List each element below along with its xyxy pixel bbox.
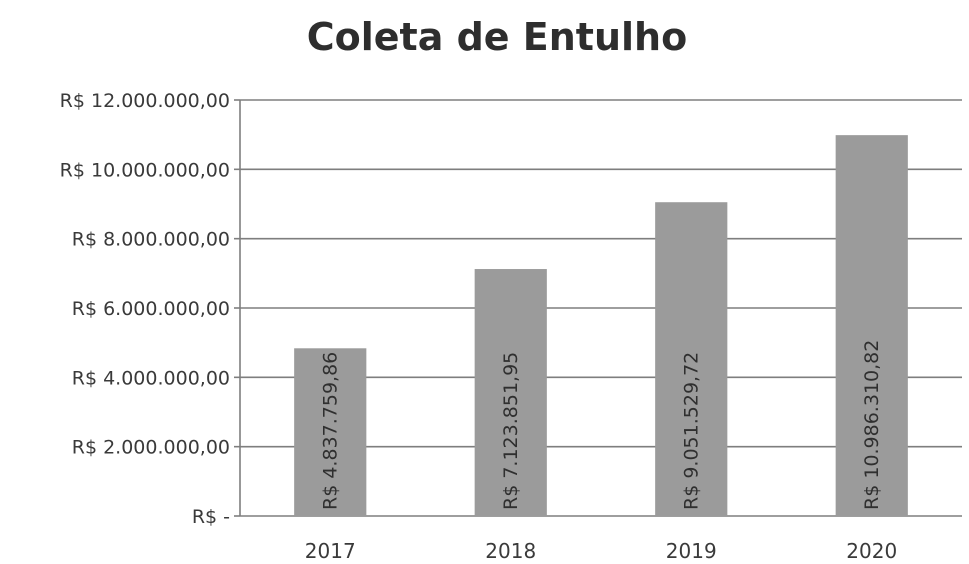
x-tick-label: 2019 [666, 539, 717, 563]
x-tick-label: 2017 [305, 539, 356, 563]
bars [294, 135, 908, 517]
bar-2020 [835, 135, 908, 516]
x-tick-label: 2020 [846, 539, 897, 563]
y-tick-label: R$ 2.000.000,00 [72, 437, 230, 459]
y-tick-label: R$ - [192, 506, 230, 528]
data-labels: R$ 4.837.759,86 R$ 7.123.851,95 R$ 9.051.5… [319, 340, 883, 510]
y-tick-label: R$ 8.000.000,00 [72, 229, 230, 251]
data-label-2018: R$ 7.123.851,95 [500, 352, 522, 510]
y-axis-tick-labels: R$ - R$ 2.000.000,00 R$ 4.000.000,00 R$ 6.0… [60, 90, 230, 528]
data-label-2020: R$ 10.986.310,82 [861, 340, 883, 510]
data-label-2019: R$ 9.051.529,72 [680, 352, 702, 510]
y-tick-label: R$ 12.000.000,00 [60, 90, 230, 112]
y-tick-label: R$ 10.000.000,00 [60, 159, 230, 181]
bar-2018 [474, 269, 547, 516]
x-axis-tick-labels: 2017 2018 2019 2020 [305, 539, 897, 563]
chart-title: Coleta de Entulho [307, 15, 687, 59]
bar-2019 [655, 202, 728, 517]
x-tick-label: 2018 [485, 539, 536, 563]
data-label-2017: R$ 4.837.759,86 [319, 352, 341, 510]
bar-2017 [294, 348, 367, 516]
y-tick-label: R$ 4.000.000,00 [72, 367, 230, 389]
y-tick-label: R$ 6.000.000,00 [72, 298, 230, 320]
